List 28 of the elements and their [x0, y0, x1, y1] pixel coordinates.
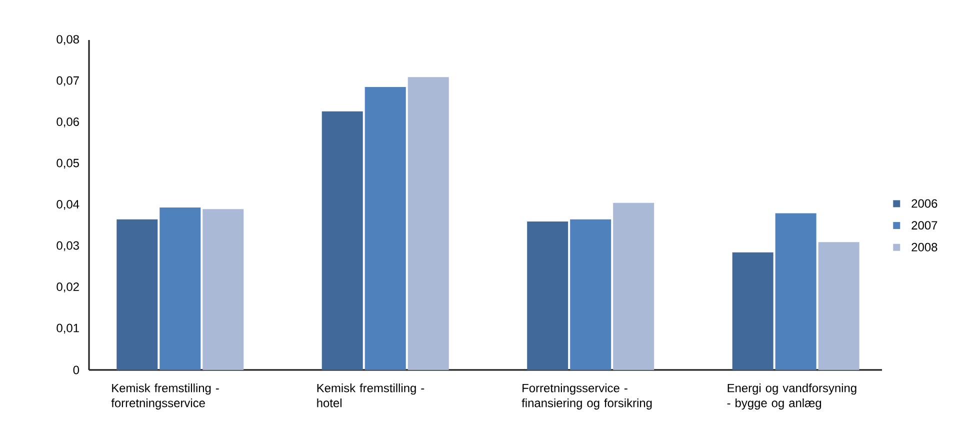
legend-label: 2007: [912, 221, 938, 230]
x-tick-label: Kemisk fremstilling - hotel: [317, 384, 424, 408]
x-tick-label: Forretningsservice - finansiering og forsikring: [522, 384, 652, 410]
legend-label: 2008: [912, 242, 938, 252]
bar: [202, 209, 244, 370]
y-tick-label: 0,06: [56, 118, 79, 128]
y-tick-label: 0,05: [56, 158, 79, 169]
x-tick-label: Kemisk fremstilling - forretningsservice: [111, 384, 219, 410]
bar: [732, 252, 774, 370]
y-tick-label: 0,01: [56, 324, 79, 334]
bar: [818, 242, 860, 370]
y-tick-label: 0,04: [56, 200, 80, 210]
bar: [160, 207, 201, 370]
y-tick-label: 0,08: [56, 35, 79, 45]
bar: [364, 87, 406, 370]
bar: [116, 219, 158, 370]
bar: [322, 111, 363, 370]
y-tick-label: 0: [73, 366, 80, 374]
legend-label: 2006: [912, 199, 938, 208]
y-tick-label: 0,02: [56, 282, 79, 292]
bar: [408, 77, 449, 370]
bar: [570, 219, 612, 370]
bar: [527, 221, 568, 370]
y-tick-label: 0,03: [56, 241, 79, 252]
x-tick-label: Energi og vandforsyning - bygge og anlæg: [727, 384, 856, 410]
bar: [775, 213, 816, 370]
y-tick-label: 0,07: [56, 76, 79, 86]
bar: [613, 202, 654, 370]
